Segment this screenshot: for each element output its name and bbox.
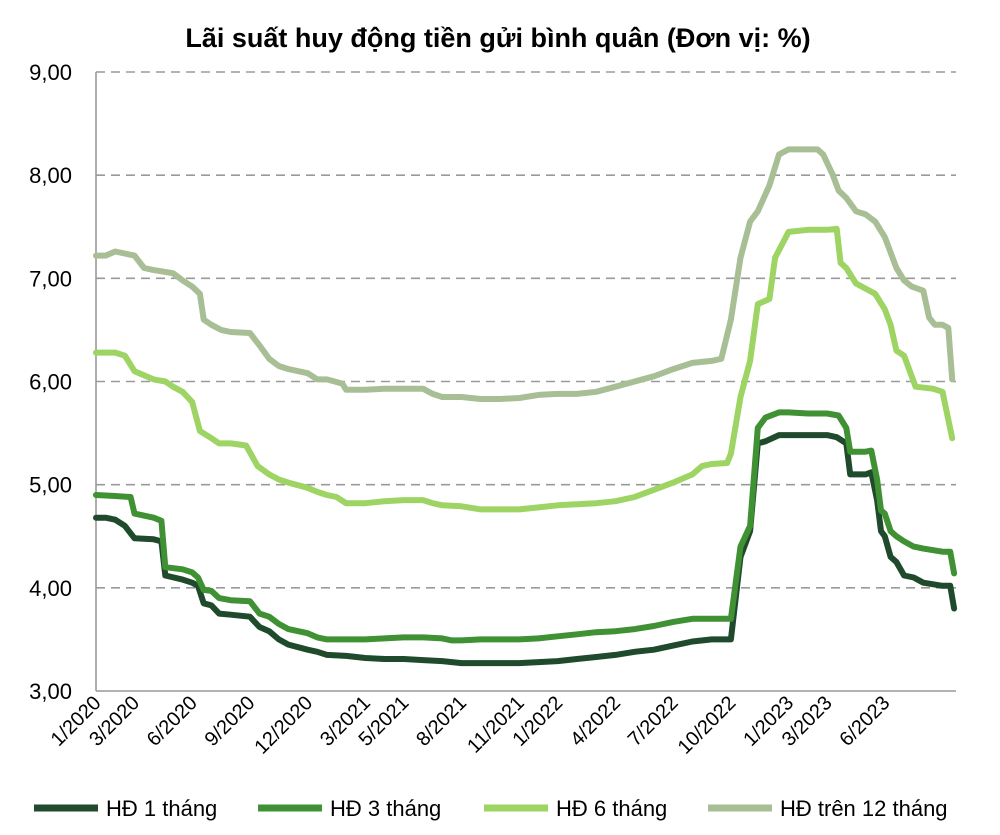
x-axis-ticks: 1/20203/20206/20209/202012/20203/20215/2… [47, 692, 895, 759]
legend-label: HĐ trên 12 tháng [780, 796, 948, 821]
legend: HĐ 1 tháng HĐ 3 tháng HĐ 6 tháng HĐ trên 12… [34, 796, 948, 821]
x-tick-label: 6/2020 [143, 692, 202, 751]
series-lines [93, 146, 958, 667]
legend-label: HĐ 3 tháng [330, 796, 441, 821]
y-tick-label: 6,00 [29, 370, 72, 395]
gridlines [95, 71, 956, 692]
x-tick-label: 4/2022 [566, 692, 625, 751]
chart-title: Lãi suất huy động tiền gửi bình quân (Đơ… [185, 23, 810, 53]
legend-label: HĐ 1 tháng [106, 796, 217, 821]
series-line-2 [93, 409, 958, 644]
y-axis-ticks: 3,00 4,00 5,00 6,00 7,00 8,00 9,00 [29, 60, 72, 704]
x-tick-label: 6/2023 [836, 692, 895, 751]
y-tick-label: 5,00 [29, 473, 72, 498]
series-line-1 [93, 432, 958, 667]
y-tick-label: 8,00 [29, 163, 72, 188]
y-tick-label: 4,00 [29, 576, 72, 601]
x-tick-label: 12/2020 [250, 692, 317, 759]
y-tick-label: 9,00 [29, 60, 72, 85]
series-line-4 [93, 146, 956, 402]
y-tick-label: 7,00 [29, 266, 72, 291]
legend-label: HĐ 6 tháng [556, 796, 667, 821]
y-tick-label: 3,00 [29, 679, 72, 704]
series-line-3 [93, 225, 956, 513]
x-tick-label: 10/2022 [674, 692, 741, 759]
